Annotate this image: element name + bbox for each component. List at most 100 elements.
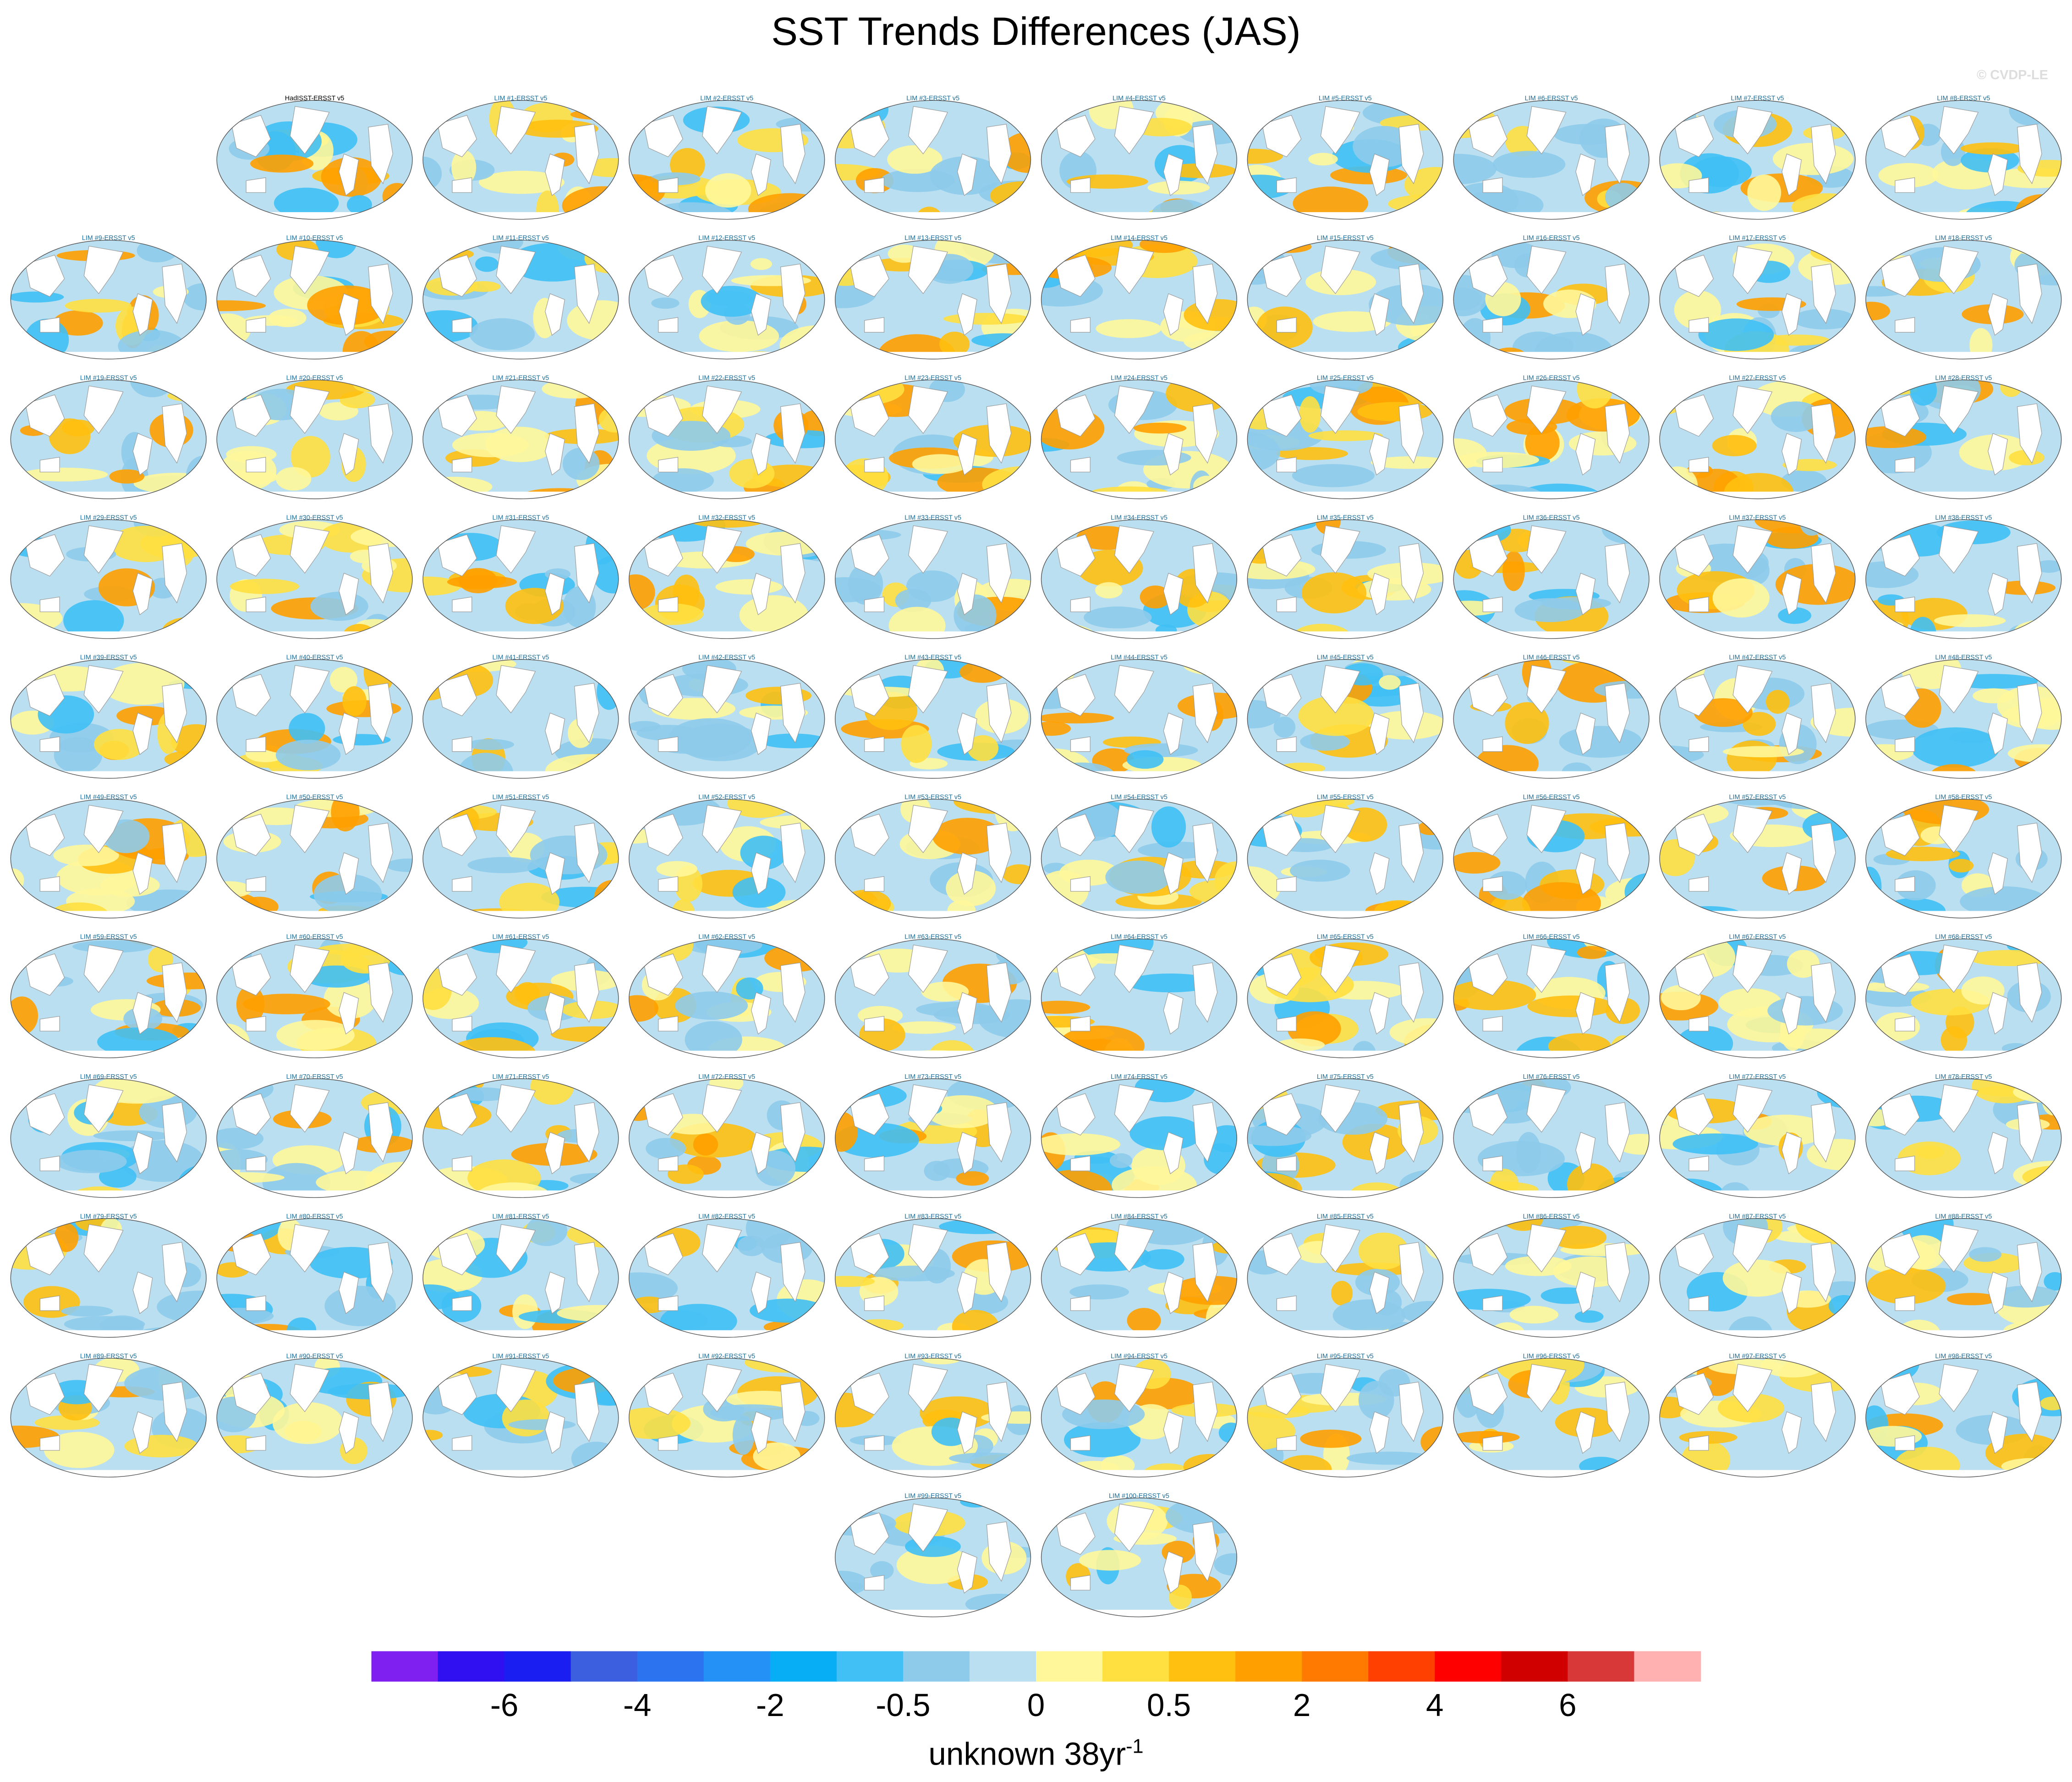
antarctica [423,352,619,359]
land [1988,433,2008,476]
panel-title: LIM #15-ERSST v5 [1317,235,1374,242]
map [217,100,412,219]
land [25,953,65,996]
sst-blob [1577,946,1606,959]
panel-title: LIM #74-ERSST v5 [1111,1073,1168,1081]
sst-blob [1865,301,1891,321]
map-outline [1453,938,1650,1058]
land [751,1411,771,1454]
land [751,293,771,336]
map [1247,240,1443,359]
map-outline [216,519,413,639]
land [1939,665,1979,714]
land [1811,263,1836,324]
sst-blob [1141,1249,1184,1270]
map [1865,799,2061,918]
land [290,525,330,574]
sst-blob [1991,1285,2061,1308]
land [162,962,187,1023]
sst-blob [924,1160,951,1181]
sst-blob [1041,1000,1091,1014]
panel-title: LIM #56-ERSST v5 [1523,794,1580,801]
sst-blob [1298,695,1374,736]
sst-blob [1535,332,1613,359]
land [780,822,806,883]
map-outline [1041,519,1238,639]
land [864,177,884,193]
panel-title: LIM #39-ERSST v5 [80,654,137,661]
sst-blob [1698,318,1774,351]
sst-blob [841,889,891,918]
sst-blob [671,899,696,918]
map-outline [1453,379,1650,499]
land [452,1295,472,1311]
sst-blob [1722,1259,1792,1297]
sst-blob [1717,1393,1785,1423]
sst-blob [2007,625,2035,639]
land [132,1411,153,1454]
sst-blob [1247,1326,1278,1338]
sst-blob [1502,551,1525,591]
land [452,1016,472,1032]
sst-blob [1184,299,1237,331]
land [1070,736,1091,752]
land [1114,665,1154,714]
sst-blob [1865,338,1905,359]
land [1781,573,1802,616]
panel-title: LIM #70-ERSST v5 [286,1073,343,1081]
land [1468,254,1508,297]
antarctica [1865,492,2061,499]
map [11,939,207,1058]
sst-blob [971,333,1031,348]
antarctica [1660,1330,1855,1338]
sst-blob [44,1432,115,1468]
map [217,380,412,499]
land [1261,674,1302,716]
map-outline [1041,379,1238,499]
panel-title: LIM #13-ERSST v5 [904,235,961,242]
sst-blob [161,617,207,639]
sst-blob [451,150,477,185]
land [545,992,565,1035]
land [1732,804,1773,853]
land [908,944,948,993]
land [1482,736,1503,752]
map [11,659,207,779]
sst-blob [217,313,251,346]
land [751,992,771,1035]
land [1732,1224,1773,1273]
panel-title: LIM #17-ERSST v5 [1729,235,1786,242]
land [1276,876,1297,892]
land [1261,115,1302,158]
land [864,736,884,752]
sst-blob [423,519,462,534]
sst-blob [423,1042,472,1058]
land [658,876,679,892]
land [452,1435,472,1451]
map [1041,939,1237,1058]
land [574,543,599,604]
sst-blob [268,309,307,328]
sst-blob [1771,401,1821,432]
sst-blob [1602,519,1649,544]
land [1261,1233,1302,1275]
sst-blob [1139,240,1189,253]
sst-blob [1660,1457,1691,1477]
land [1732,246,1773,294]
sst-blob [592,556,619,594]
land [864,1575,884,1591]
sst-blob [562,448,600,480]
map-outline [1865,938,2062,1058]
map-outline [216,1078,413,1198]
land [780,403,806,464]
sst-blob [11,1358,55,1367]
land [1811,543,1836,604]
land [1674,814,1714,856]
sst-blob [1165,1607,1237,1617]
land [1605,1382,1630,1442]
map-outline [1453,519,1650,639]
land [702,1084,742,1133]
land [643,254,683,297]
antarctica [217,1470,412,1477]
land [1369,293,1390,336]
